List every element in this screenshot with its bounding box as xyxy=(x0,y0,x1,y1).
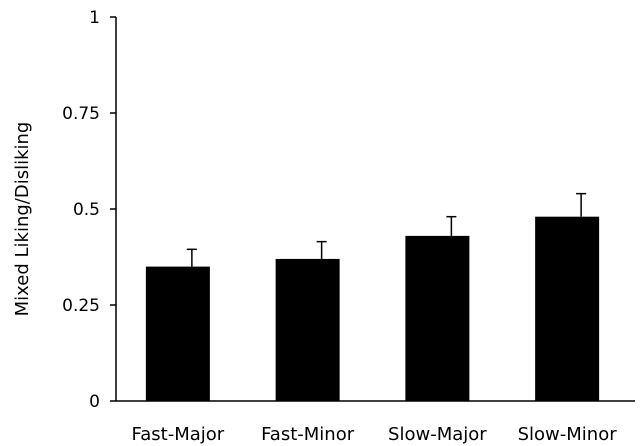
error-bar-fast-minor xyxy=(316,240,327,259)
y-tick-label: 0 xyxy=(89,392,100,412)
y-tick-label: 0.5 xyxy=(73,200,100,220)
y-tick-label: 0.75 xyxy=(62,104,100,124)
y-tick-label: 0.25 xyxy=(62,296,100,316)
error-bar-slow-major xyxy=(446,215,457,236)
error-bars xyxy=(186,192,587,267)
bar-slow-minor xyxy=(535,216,600,401)
bar-fast-major xyxy=(145,266,210,401)
bars xyxy=(145,216,600,401)
x-tick-label: Slow-Minor xyxy=(518,424,618,445)
y-axis-ticks: 0 0.25 0.5 0.75 1 xyxy=(62,8,116,412)
x-tick-label: Fast-Major xyxy=(132,424,225,445)
x-axis-tick-labels: Fast-Major Fast-Minor Slow-Major Slow-Minor xyxy=(132,424,618,445)
error-bar-fast-major xyxy=(186,248,197,267)
bar-fast-minor xyxy=(275,258,340,401)
bar-slow-major xyxy=(405,235,470,401)
x-tick-label: Fast-Minor xyxy=(261,424,355,445)
y-axis-title: Mixed Liking/Disliking xyxy=(12,122,33,317)
error-bar-slow-minor xyxy=(576,192,587,217)
x-tick-label: Slow-Major xyxy=(388,424,487,445)
y-tick-label: 1 xyxy=(89,8,100,28)
